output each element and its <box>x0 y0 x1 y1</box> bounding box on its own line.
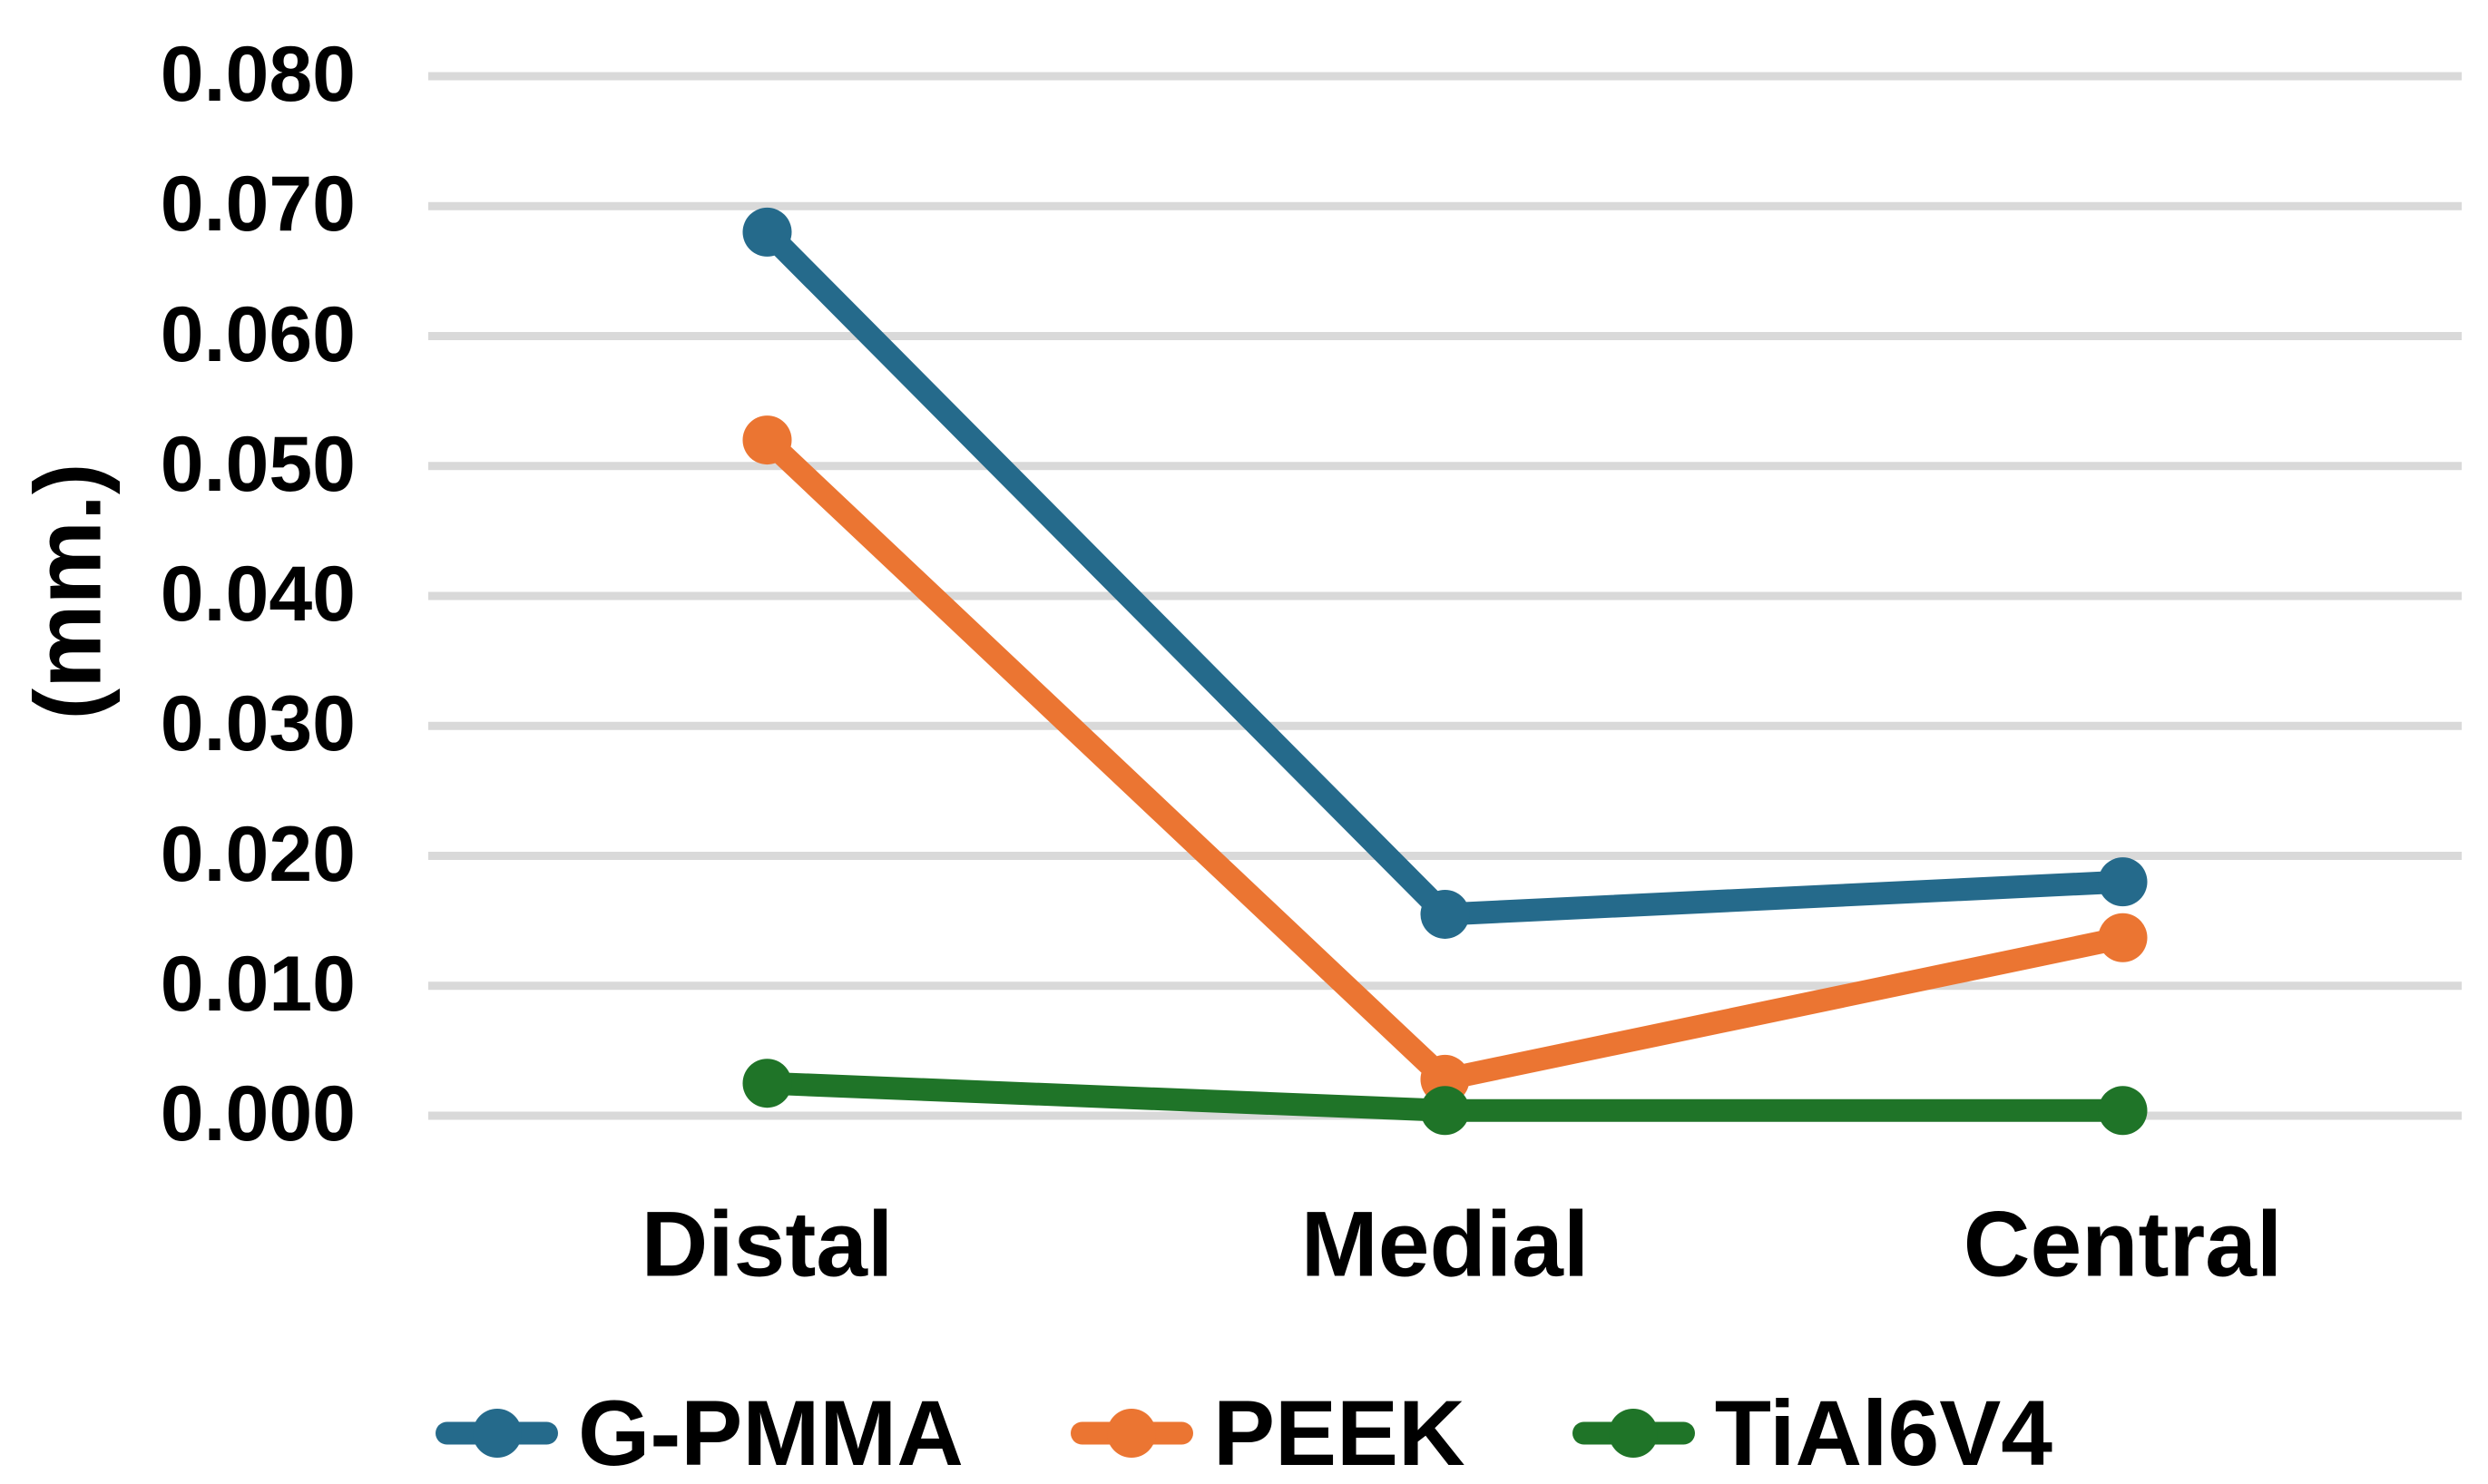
data-point-peek-central <box>2098 913 2148 962</box>
legend-line-dot-icon <box>436 1409 558 1458</box>
y-tick-label: 0.080 <box>160 31 356 118</box>
legend-item-peek: PEEK <box>1070 1381 1465 1484</box>
legend-dot <box>1609 1409 1659 1458</box>
chart-legend: G-PMMA PEEK TiAl6V4 <box>0 1387 2488 1479</box>
x-axis-label-distal: Distal <box>641 1192 894 1296</box>
legend-line-dot-icon <box>1572 1409 1695 1458</box>
data-point-tial6v4-distal <box>742 1059 792 1108</box>
y-tick-label: 0.050 <box>160 420 356 508</box>
y-tick-label: 0.060 <box>160 290 356 378</box>
legend-item-g-pmma: G-PMMA <box>436 1387 964 1479</box>
y-tick-label: 0.020 <box>160 810 356 898</box>
legend-dot <box>1107 1409 1157 1458</box>
legend-label: TiAl6V4 <box>1714 1381 2052 1484</box>
data-point-tial6v4-medial <box>1420 1086 1470 1136</box>
y-tick-label: 0.040 <box>160 551 356 638</box>
legend-label: PEEK <box>1212 1381 1465 1484</box>
x-axis-label-medial: Medial <box>1300 1192 1590 1296</box>
legend-dot <box>472 1409 522 1458</box>
y-tick-label: 0.010 <box>160 940 356 1028</box>
data-point-g-pmma-medial <box>1420 889 1470 939</box>
y-tick-label: 0.070 <box>160 161 356 249</box>
y-tick-label: 0.030 <box>160 680 356 768</box>
data-point-peek-distal <box>742 415 792 465</box>
x-axis-label-central: Central <box>1963 1192 2283 1296</box>
data-point-tial6v4-central <box>2098 1086 2148 1136</box>
legend-label: G-PMMA <box>578 1381 964 1484</box>
legend-line-dot-icon <box>1070 1409 1193 1458</box>
legend-item-tial6v4: TiAl6V4 <box>1572 1387 2052 1479</box>
y-tick-label: 0.000 <box>160 1070 356 1157</box>
data-point-g-pmma-central <box>2098 857 2148 907</box>
data-point-g-pmma-distal <box>742 207 792 257</box>
